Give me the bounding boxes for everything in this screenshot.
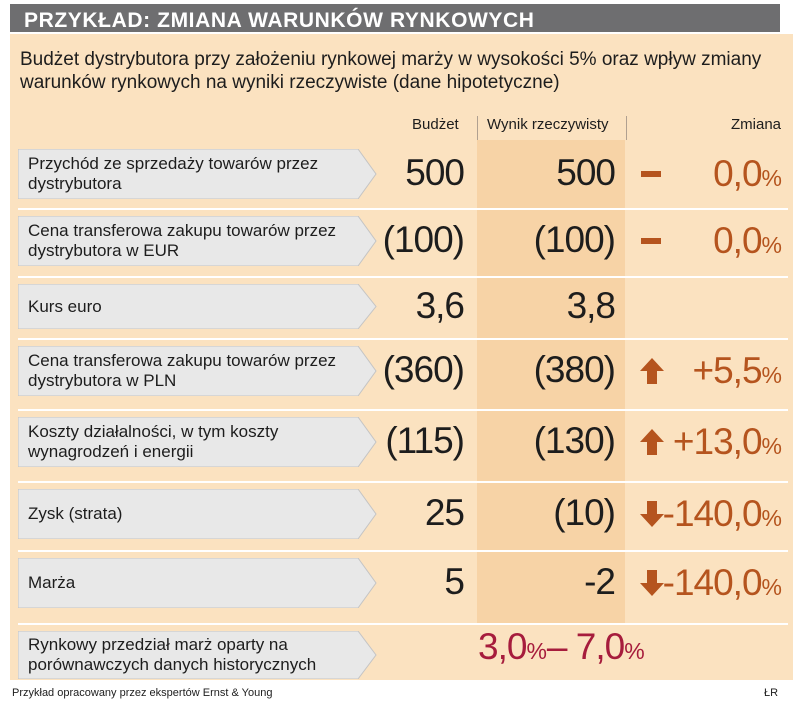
actual-value: (10) (553, 492, 616, 533)
change-cell: +5,5% (638, 346, 788, 396)
author-credit: ŁR (764, 687, 779, 699)
row-separator (18, 481, 788, 483)
subtitle: Budżet dystrybutora przy założeniu rynko… (20, 49, 762, 93)
row-label-text: Cena transferowa zakupu towarów przez dy… (28, 351, 337, 390)
arrow-down-icon (638, 499, 666, 529)
change-number: -140,0 (662, 493, 763, 534)
arrow-up-icon (638, 427, 666, 457)
row-label: Kurs euro (18, 284, 378, 329)
range-label-text: Rynkowy przedział marż oparty na porówna… (28, 635, 317, 674)
change-cell: 0,0% (638, 216, 788, 266)
row-label-text: Kurs euro (28, 296, 102, 316)
row-separator (18, 550, 788, 552)
actual-value: -2 (584, 561, 616, 602)
change-unit: % (761, 232, 782, 258)
label-arrow-shape (18, 284, 377, 329)
range-value: 3,0%– 7,0% (478, 626, 645, 668)
row-label: Cena transferowa zakupu towarów przez dy… (18, 216, 378, 266)
header-bar: PRZYKŁAD: ZMIANA WARUNKÓW RYNKOWYCH (10, 4, 780, 32)
column-divider (477, 116, 478, 140)
row-label-text: Marża (28, 573, 76, 592)
change-value: 0,0% (713, 153, 782, 195)
change-unit: % (761, 362, 782, 388)
range-low-unit: % (526, 638, 547, 664)
change-number: +5,5 (692, 350, 763, 391)
row-label-text: Przychód ze sprzedaży towarów przez dyst… (28, 154, 319, 193)
budget-value: (100) (382, 219, 465, 260)
budget-value: 500 (405, 152, 465, 193)
arrow-down-icon (638, 568, 666, 598)
row-label: Przychód ze sprzedaży towarów przez dyst… (18, 149, 378, 199)
change-value: -140,0% (663, 493, 782, 535)
change-unit: % (761, 505, 782, 531)
actual-value: (130) (533, 420, 616, 461)
label-arrow-shape (18, 631, 377, 679)
change-value: +5,5% (693, 350, 783, 392)
row-separator (18, 276, 788, 278)
column-header-actual: Wynik rzeczywisty (487, 116, 609, 133)
dash-icon (638, 226, 666, 256)
actual-column-band (477, 140, 625, 625)
budget-value: 5 (444, 561, 465, 602)
range-low: 3,0 (478, 626, 527, 667)
change-cell: -140,0% (638, 558, 788, 608)
change-cell: -140,0% (638, 489, 788, 539)
budget-value: (360) (382, 349, 465, 390)
row-label-text: Koszty działalności, w tym koszty wynagr… (28, 422, 279, 461)
budget-value: (115) (385, 420, 465, 461)
row-label-text: Zysk (strata) (28, 504, 123, 523)
row-label: Marża (18, 558, 378, 608)
label-arrow-shape (18, 216, 377, 266)
column-divider (626, 116, 627, 140)
row-label: Koszty działalności, w tym koszty wynagr… (18, 417, 378, 467)
budget-value: 3,6 (415, 284, 465, 326)
change-cell: +13,0% (638, 417, 788, 467)
change-unit: % (761, 165, 782, 191)
column-header-budget: Budżet (412, 116, 459, 133)
row-separator (18, 623, 788, 625)
actual-value: (380) (533, 349, 616, 390)
range-label: Rynkowy przedział marż oparty na porówna… (18, 631, 378, 679)
arrow-up-icon (638, 356, 666, 386)
actual-value: (100) (533, 219, 616, 260)
budget-value: 25 (424, 492, 465, 533)
change-value: 0,0% (713, 220, 782, 262)
label-arrow-shape (18, 346, 377, 396)
actual-value: 3,8 (566, 284, 616, 326)
dash-icon (638, 159, 666, 189)
change-number: 0,0 (713, 153, 762, 194)
range-high: 7,0 (575, 626, 625, 667)
change-unit: % (761, 433, 782, 459)
row-separator (18, 338, 788, 340)
row-label: Cena transferowa zakupu towarów przez dy… (18, 346, 378, 396)
change-value: +13,0% (673, 421, 782, 463)
row-separator (18, 409, 788, 411)
change-number: 0,0 (713, 220, 762, 261)
actual-value: 500 (556, 152, 616, 193)
range-high-unit: % (624, 638, 645, 664)
label-arrow-shape (18, 417, 377, 467)
column-header-change: Zmiana (731, 116, 782, 133)
row-label: Zysk (strata) (18, 489, 378, 539)
change-unit: % (761, 574, 782, 600)
source-note: Przykład opracowany przez ekspertów Erns… (12, 687, 273, 699)
label-arrow-shape (18, 489, 377, 539)
change-value: -140,0% (663, 562, 782, 604)
row-separator (18, 208, 788, 210)
change-number: +13,0 (672, 421, 763, 462)
header-title: PRZYKŁAD: ZMIANA WARUNKÓW RYNKOWYCH (24, 9, 535, 32)
range-separator: – (546, 626, 576, 667)
row-label-text: Cena transferowa zakupu towarów przez dy… (28, 221, 337, 260)
change-number: -140,0 (662, 562, 763, 603)
label-arrow-shape (18, 558, 377, 608)
change-cell: 0,0% (638, 149, 788, 199)
label-arrow-shape (18, 149, 377, 199)
